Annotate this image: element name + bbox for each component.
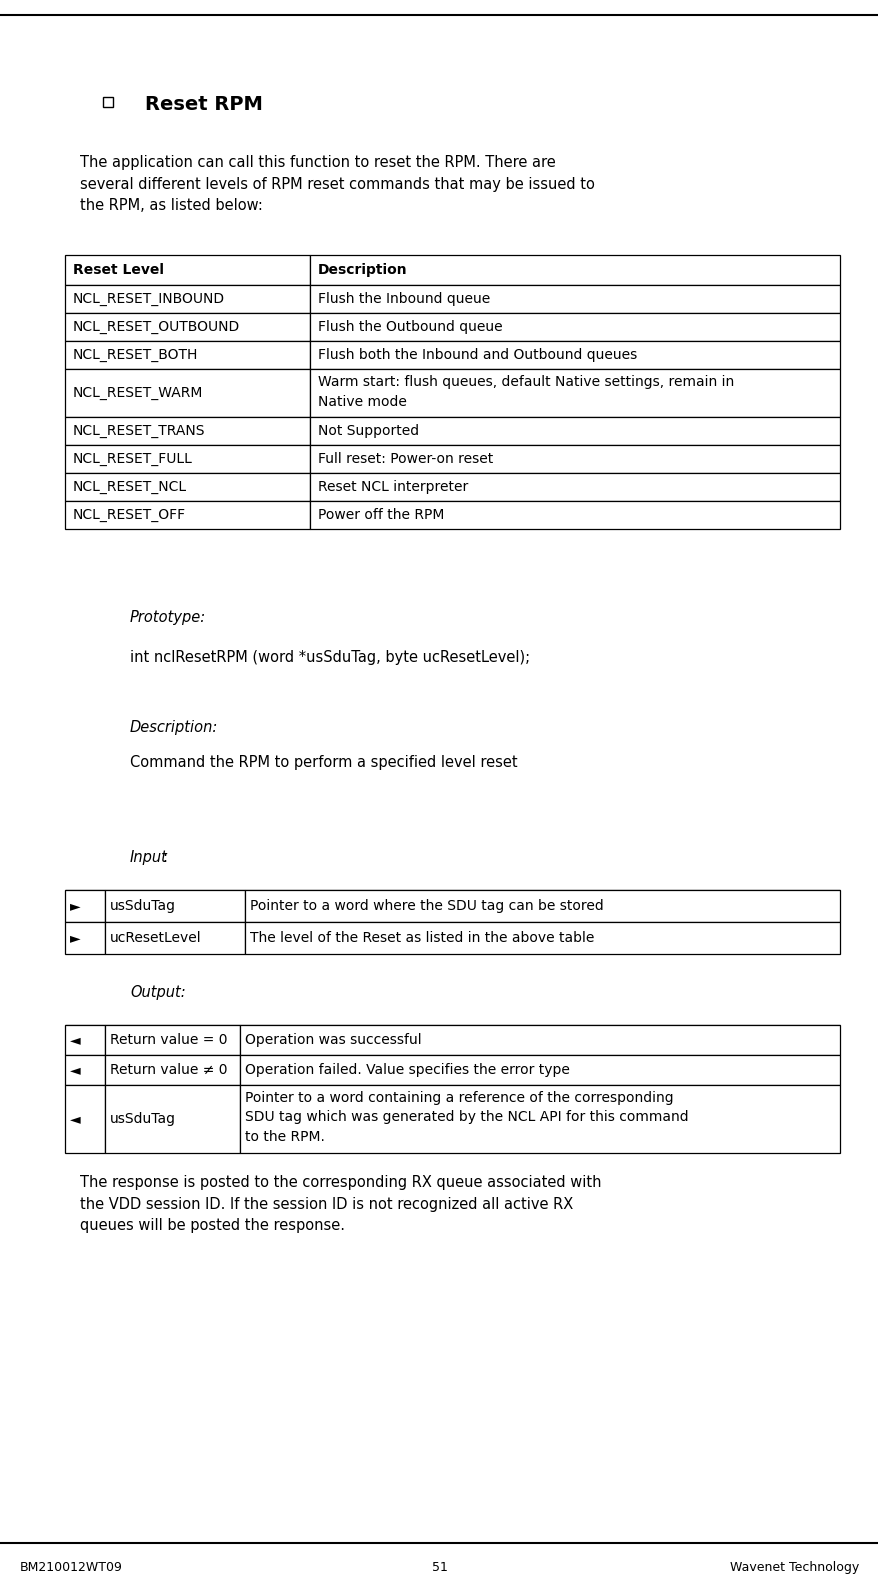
Text: Description: Description [318, 263, 407, 277]
Bar [65, 890, 104, 922]
Text: NCL_RESET_INBOUND: NCL_RESET_INBOUND [73, 292, 225, 306]
Text: Reset Level: Reset Level [73, 263, 164, 277]
Text: The application can call this function to reset the RPM. There are
several diffe: The application can call this function t… [80, 154, 594, 213]
Text: usSduTag: usSduTag [110, 1113, 176, 1125]
Text: Return value ≠ 0: Return value ≠ 0 [110, 1062, 227, 1076]
Text: The level of the Reset as listed in the above table: The level of the Reset as listed in the … [249, 931, 594, 946]
Text: NCL_RESET_OUTBOUND: NCL_RESET_OUTBOUND [73, 320, 240, 334]
Text: BM210012WT09: BM210012WT09 [20, 1560, 123, 1574]
Bar [240, 1054, 839, 1084]
Text: 51: 51 [431, 1560, 447, 1574]
Text: NCL_RESET_NCL: NCL_RESET_NCL [73, 481, 187, 493]
Bar [104, 1024, 240, 1054]
Bar [310, 285, 839, 314]
Text: ucResetLevel: ucResetLevel [110, 931, 201, 946]
Text: Output:: Output: [130, 985, 185, 1001]
Text: Command the RPM to perform a specified level reset: Command the RPM to perform a specified l… [130, 755, 517, 771]
Bar [310, 314, 839, 340]
Text: Full reset: Power-on reset: Full reset: Power-on reset [318, 452, 493, 466]
Text: usSduTag: usSduTag [110, 898, 176, 913]
Bar [65, 501, 310, 530]
Bar [65, 1084, 104, 1154]
Bar [65, 255, 310, 285]
Bar [65, 444, 310, 473]
Bar [65, 314, 310, 340]
Text: Not Supported: Not Supported [318, 424, 419, 438]
Bar [103, 98, 113, 107]
Bar [65, 1024, 104, 1054]
Text: NCL_RESET_TRANS: NCL_RESET_TRANS [73, 424, 205, 438]
Bar [65, 285, 310, 314]
Text: Input: Input [130, 849, 168, 865]
Text: The response is posted to the corresponding RX queue associated with
the VDD ses: The response is posted to the correspond… [80, 1176, 601, 1232]
Bar [104, 1084, 240, 1154]
Bar [310, 255, 839, 285]
Bar [65, 473, 310, 501]
Bar [310, 473, 839, 501]
Bar [104, 922, 245, 953]
Bar [104, 1054, 240, 1084]
Bar [240, 1084, 839, 1154]
Text: NCL_RESET_BOTH: NCL_RESET_BOTH [73, 348, 198, 362]
Text: Reset RPM: Reset RPM [145, 95, 263, 113]
Bar [310, 501, 839, 530]
Bar [310, 340, 839, 369]
Text: Operation was successful: Operation was successful [245, 1032, 421, 1046]
Text: ►: ► [70, 898, 81, 913]
Text: Power off the RPM: Power off the RPM [318, 507, 444, 522]
Bar [310, 444, 839, 473]
Bar [65, 340, 310, 369]
Text: Return value = 0: Return value = 0 [110, 1032, 227, 1046]
Text: ◄: ◄ [70, 1032, 81, 1046]
Text: Warm start: flush queues, default Native settings, remain in
Native mode: Warm start: flush queues, default Native… [318, 375, 733, 408]
Text: Flush both the Inbound and Outbound queues: Flush both the Inbound and Outbound queu… [318, 348, 637, 362]
Bar [65, 1054, 104, 1084]
Text: Pointer to a word where the SDU tag can be stored: Pointer to a word where the SDU tag can … [249, 898, 603, 913]
Text: ◄: ◄ [70, 1113, 81, 1125]
Text: Reset NCL interpreter: Reset NCL interpreter [318, 481, 468, 493]
Text: Description:: Description: [130, 720, 218, 734]
Bar [65, 922, 104, 953]
Text: NCL_RESET_FULL: NCL_RESET_FULL [73, 452, 192, 466]
Bar [65, 418, 310, 444]
Bar [104, 890, 245, 922]
Text: NCL_RESET_WARM: NCL_RESET_WARM [73, 386, 203, 400]
Text: ◄: ◄ [70, 1062, 81, 1076]
Text: int nclResetRPM (word *usSduTag, byte ucResetLevel);: int nclResetRPM (word *usSduTag, byte uc… [130, 649, 529, 665]
Text: Wavenet Technology: Wavenet Technology [729, 1560, 858, 1574]
Text: ►: ► [70, 931, 81, 946]
Bar [310, 369, 839, 418]
Bar [240, 1024, 839, 1054]
Text: Flush the Outbound queue: Flush the Outbound queue [318, 320, 502, 334]
Text: Flush the Inbound queue: Flush the Inbound queue [318, 292, 490, 306]
Text: Pointer to a word containing a reference of the corresponding
SDU tag which was : Pointer to a word containing a reference… [245, 1091, 687, 1144]
Bar [65, 369, 310, 418]
Text: Prototype:: Prototype: [130, 610, 205, 626]
Bar [310, 418, 839, 444]
Bar [245, 922, 839, 953]
Text: :: : [162, 849, 167, 865]
Bar [245, 890, 839, 922]
Text: NCL_RESET_OFF: NCL_RESET_OFF [73, 507, 186, 522]
Text: Operation failed. Value specifies the error type: Operation failed. Value specifies the er… [245, 1062, 569, 1076]
